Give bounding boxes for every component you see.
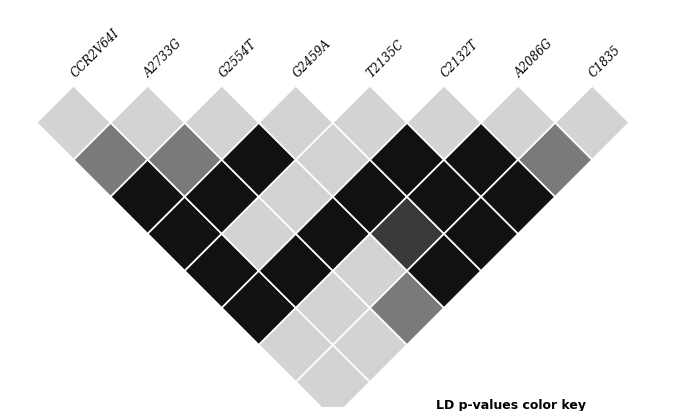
Text: C2132T: C2132T: [438, 37, 481, 80]
Text: A2733G: A2733G: [142, 37, 185, 80]
Text: LD p-values color key: LD p-values color key: [436, 399, 585, 411]
Text: T2135C: T2135C: [365, 37, 407, 80]
Text: G2459A: G2459A: [290, 37, 334, 80]
Text: C1835: C1835: [587, 43, 623, 80]
Text: A2086G: A2086G: [513, 37, 556, 80]
Text: CCR2V64I: CCR2V64I: [68, 26, 122, 80]
Text: G2554T: G2554T: [216, 37, 259, 80]
